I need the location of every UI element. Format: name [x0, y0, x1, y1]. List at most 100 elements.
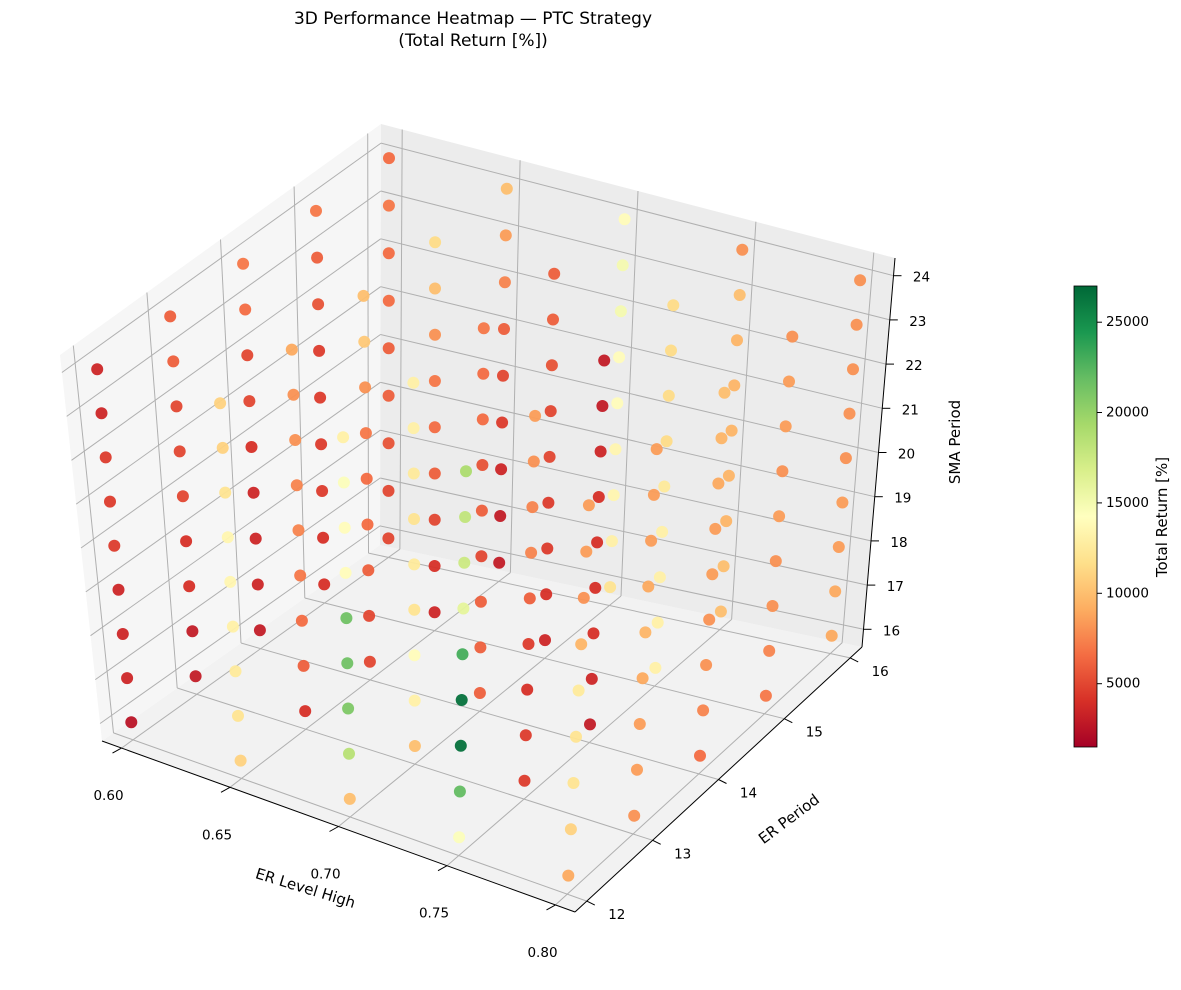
- data-point: [580, 545, 593, 558]
- back-grid-z: [380, 190, 890, 321]
- data-point: [570, 730, 582, 743]
- data-point: [665, 344, 677, 357]
- data-point: [311, 251, 324, 264]
- data-point: [594, 445, 607, 458]
- data-point: [475, 550, 488, 563]
- data-point: [229, 665, 242, 678]
- x-tick-mark: [546, 904, 556, 911]
- data-point: [382, 247, 395, 260]
- data-point: [525, 546, 538, 559]
- data-point: [428, 375, 441, 387]
- data-point: [584, 718, 596, 731]
- data-point: [519, 729, 532, 742]
- data-point: [112, 583, 125, 596]
- data-point: [662, 389, 675, 402]
- data-point: [428, 560, 441, 572]
- data-point: [454, 739, 467, 752]
- data-point: [243, 395, 256, 408]
- back-left-pane: [60, 124, 381, 741]
- z-tick-label: 19: [894, 491, 911, 507]
- data-point: [564, 823, 577, 836]
- y-tick-label: 13: [674, 846, 691, 862]
- data-point: [382, 342, 395, 355]
- side-grid-z: [95, 477, 381, 681]
- data-point: [408, 513, 420, 525]
- data-point: [428, 421, 441, 434]
- floor-grid-y: [113, 732, 587, 902]
- side-grid-z: [61, 142, 382, 373]
- data-point: [598, 354, 611, 367]
- x-axis-label: ER Level High: [253, 864, 357, 911]
- y-tick-mark: [718, 779, 727, 784]
- data-point: [95, 407, 108, 420]
- data-point: [616, 259, 629, 272]
- data-point: [186, 625, 199, 638]
- data-point: [604, 581, 617, 594]
- data-point: [341, 657, 354, 670]
- data-point: [382, 437, 395, 450]
- data-point: [224, 575, 237, 588]
- data-point: [312, 298, 325, 311]
- data-point: [408, 649, 421, 662]
- data-point: [455, 694, 468, 706]
- data-point: [337, 476, 350, 489]
- data-point: [382, 294, 395, 307]
- data-point: [497, 369, 509, 382]
- data-point: [292, 524, 305, 537]
- data-point: [295, 614, 308, 627]
- data-point: [294, 569, 307, 582]
- data-point: [649, 661, 662, 674]
- back-right-pane: [380, 124, 895, 647]
- data-point: [548, 267, 561, 280]
- data-point: [121, 672, 134, 685]
- data-point: [358, 335, 371, 348]
- data-point: [589, 581, 602, 594]
- data-point: [722, 469, 735, 482]
- data-point: [694, 749, 706, 762]
- data-point: [522, 638, 535, 650]
- z-tick-label: 17: [887, 579, 904, 595]
- side-grid-z: [99, 525, 381, 724]
- data-point: [736, 243, 749, 256]
- data-point: [299, 705, 312, 718]
- data-point: [458, 556, 471, 569]
- data-point: [653, 571, 666, 584]
- data-point: [104, 495, 116, 508]
- data-point: [407, 422, 420, 435]
- data-point: [429, 328, 441, 341]
- data-point: [498, 276, 511, 289]
- data-point: [232, 709, 244, 722]
- data-point: [843, 407, 856, 420]
- data-point: [473, 687, 486, 699]
- data-point: [359, 381, 372, 394]
- z-tick-label: 18: [890, 535, 907, 551]
- back-grid-z: [380, 286, 883, 409]
- data-point: [541, 542, 554, 555]
- data-point: [766, 600, 779, 612]
- data-point: [642, 580, 655, 593]
- data-point: [779, 420, 792, 433]
- data-point: [342, 702, 355, 715]
- data-point: [720, 515, 733, 528]
- data-point: [700, 659, 713, 671]
- data-point: [618, 213, 631, 226]
- data-point: [99, 451, 112, 464]
- data-point: [457, 602, 470, 615]
- x-tick-label: 0.80: [527, 945, 557, 961]
- data-point: [656, 525, 669, 538]
- data-point: [496, 416, 509, 429]
- data-points: [91, 152, 867, 882]
- y-tick-label: 16: [872, 664, 889, 680]
- data-point: [475, 504, 488, 517]
- chart-title: 3D Performance Heatmap — PTC Strategy: [294, 9, 652, 29]
- data-point: [428, 606, 441, 619]
- data-point: [547, 313, 559, 326]
- x-tick-mark: [112, 747, 122, 754]
- data-point: [241, 349, 254, 362]
- data-point: [125, 716, 138, 729]
- data-point: [360, 472, 373, 485]
- data-point: [715, 432, 728, 445]
- data-point: [289, 434, 302, 446]
- data-point: [543, 450, 556, 463]
- data-point: [518, 774, 531, 787]
